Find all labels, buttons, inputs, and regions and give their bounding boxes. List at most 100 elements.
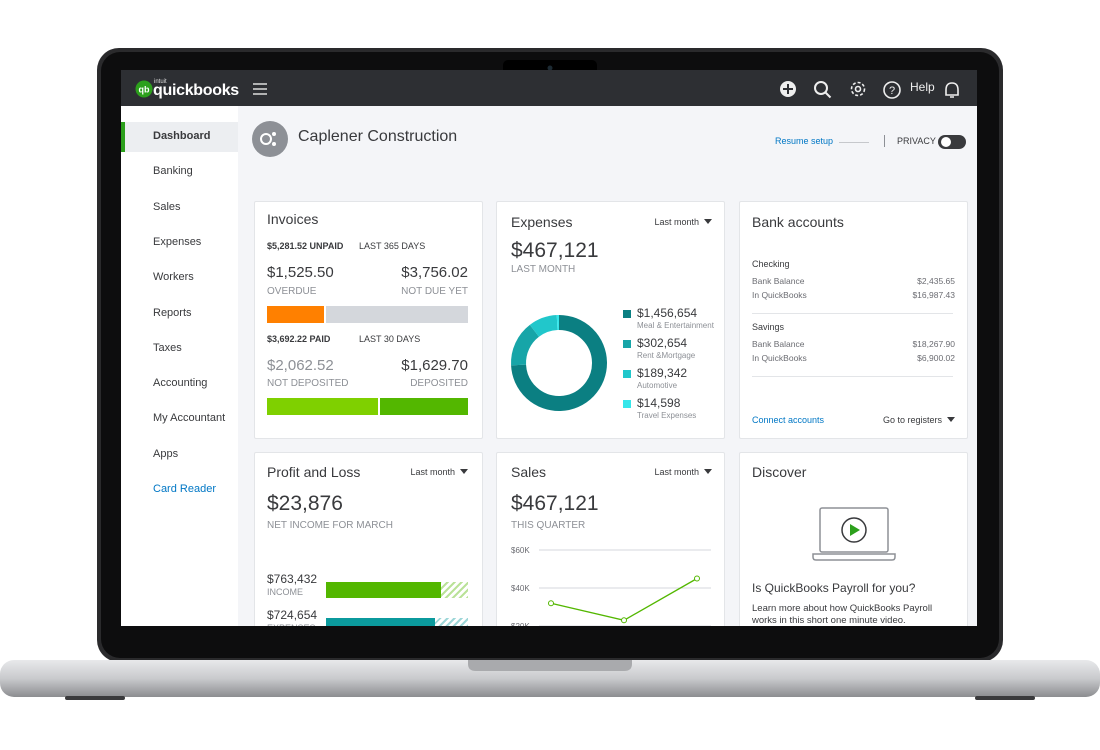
menu-icon[interactable] [253, 83, 268, 95]
sidebar: Dashboard Banking Sales Expenses Workers Repo… [121, 106, 238, 626]
y-tick-label: $20K [511, 622, 530, 626]
sales-chart: $60K $40K $20K [511, 546, 711, 626]
not-due-label: NOT DUE YET [401, 286, 468, 297]
nav-item[interactable]: Expenses [153, 235, 202, 248]
card-title: Bank accounts [752, 214, 844, 230]
pl-label: INCOME [267, 587, 303, 597]
nav-item[interactable]: Card Reader [153, 483, 216, 495]
top-bar [121, 70, 977, 106]
sales-point [694, 575, 700, 582]
y-tick-label: $40K [511, 584, 530, 593]
donut-segment [529, 315, 558, 338]
donut-chart [511, 314, 607, 411]
invoice-bar [267, 306, 325, 323]
account-row-label: In QuickBooks [752, 290, 807, 300]
video-thumbnail[interactable] [812, 507, 896, 563]
nav-item[interactable]: Workers [153, 271, 194, 284]
sales-total: $467,121 [511, 492, 599, 515]
nav-item[interactable]: Accounting [153, 377, 208, 390]
account-name: Checking [752, 259, 790, 269]
legend-swatch [623, 370, 631, 378]
account-row-value: $2,435.65 [917, 276, 955, 286]
legend-swatch [623, 310, 631, 318]
help-label[interactable]: Help [910, 80, 935, 94]
bank-card: Bank accounts Connect accounts Go to reg… [739, 201, 968, 439]
expenses-total: $467,121 [511, 239, 599, 262]
divider [752, 376, 953, 377]
expenses-card: Expenses Last month $467,121 LAST MONTH … [496, 201, 725, 439]
notifications-icon[interactable] [945, 82, 959, 98]
card-title: Discover [752, 464, 807, 480]
legend-amount: $189,342 [637, 366, 688, 380]
connect-accounts[interactable]: Connect accounts [752, 415, 825, 425]
nav-item[interactable]: Taxes [153, 341, 182, 354]
card-title: Profit and Loss [267, 464, 361, 480]
camera [547, 65, 553, 71]
legend-label: Rent &Mortgage [637, 351, 696, 360]
nav-item[interactable]: Dashboard [153, 130, 211, 142]
sales-point [621, 617, 627, 624]
account-row-label: Bank Balance [752, 339, 805, 349]
invoice-bar [326, 306, 468, 323]
sales-card: Sales Last month $467,121 THIS QUARTER $… [496, 452, 725, 626]
net-income: $23,876 [267, 492, 343, 515]
nav-item[interactable]: Banking [153, 165, 193, 178]
svg-text:qb: qb [139, 85, 150, 95]
discover-heading: Is QuickBooks Payroll for you? [752, 581, 916, 595]
period-select[interactable]: Last month [654, 468, 712, 478]
resume-setup[interactable]: Resume setup [775, 136, 834, 146]
nav-item[interactable]: Reports [153, 306, 192, 319]
card-title: Invoices [267, 211, 319, 227]
sales-point [548, 600, 554, 607]
expenses-total-label: LAST MONTH [511, 264, 576, 275]
logo-intuit: intuit [154, 79, 167, 85]
invoices-card: Invoices $5,281.52 UNPAID LAST 365 DAYS … [254, 201, 483, 439]
unpaid-period: LAST 365 DAYS [359, 241, 426, 251]
toolbar-icons: ? [780, 81, 959, 99]
net-income-label: NET INCOME FOR MARCH [267, 520, 393, 531]
legend-amount: $14,598 [637, 396, 681, 410]
paid-period: LAST 30 DAYS [359, 334, 421, 344]
laptop-base [0, 660, 1100, 697]
unpaid-total: $5,281.52 UNPAID [267, 241, 344, 251]
overdue-amount: $1,525.50 [267, 264, 334, 281]
foot [975, 696, 1035, 700]
card-title: Expenses [511, 214, 573, 230]
company-name: Caplener Construction [298, 128, 458, 145]
pl-amount: $763,432 [267, 572, 318, 586]
company-avatar[interactable] [252, 121, 288, 157]
account-row-label: In QuickBooks [752, 353, 807, 363]
account-row-value: $6,900.02 [917, 353, 955, 363]
divider [752, 313, 953, 314]
add-icon[interactable] [780, 81, 796, 97]
svg-text:?: ? [889, 85, 895, 97]
discover-text: Learn more about how QuickBooks Payroll … [752, 603, 933, 626]
help-icon[interactable]: ? [883, 81, 901, 99]
not-deposited-amount: $2,062.52 [267, 357, 334, 374]
legend-amount: $302,654 [637, 336, 688, 350]
logo-icon: qb [135, 80, 153, 98]
go-to-registers[interactable]: Go to registers [883, 416, 955, 426]
pl-bar [326, 582, 441, 598]
account-row-value: $16,987.43 [912, 290, 955, 300]
privacy-label: PRIVACY [897, 136, 936, 146]
overdue-label: OVERDUE [267, 286, 317, 297]
account-row-value: $18,267.90 [912, 339, 955, 349]
active-item-bg [121, 122, 238, 152]
legend-swatch [623, 340, 631, 348]
donut-segment [511, 315, 607, 411]
deposited-label: DEPOSITED [410, 378, 468, 389]
logo[interactable]: quickbooks [153, 82, 239, 99]
pl-bar [326, 618, 436, 626]
nav-item[interactable]: Apps [153, 447, 179, 460]
privacy-toggle[interactable] [938, 135, 966, 149]
period-select[interactable]: Last month [410, 468, 468, 478]
legend-amount: $1,456,654 [637, 306, 698, 320]
search-icon[interactable] [814, 81, 832, 99]
nav-item[interactable]: Sales [153, 200, 181, 213]
settings-icon[interactable] [850, 81, 866, 97]
account-row-label: Bank Balance [752, 276, 805, 286]
nav-item[interactable]: My Accountant [153, 412, 226, 425]
period-select[interactable]: Last month [654, 218, 712, 228]
